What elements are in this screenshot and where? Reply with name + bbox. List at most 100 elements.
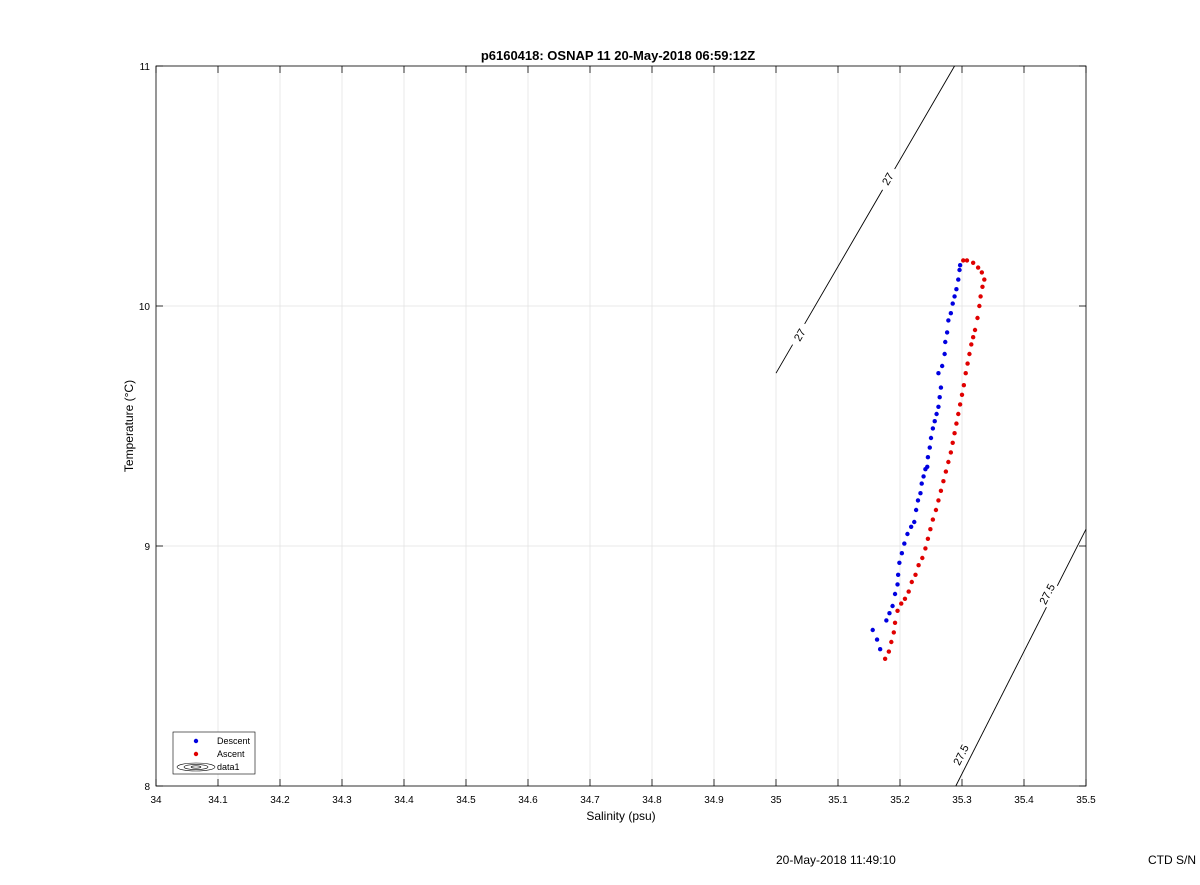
legend-label-data1: data1 (217, 762, 240, 772)
descent-point (930, 426, 936, 431)
x-tick-label: 35.5 (1076, 795, 1096, 806)
ascent-point (950, 440, 955, 445)
descent-point (902, 541, 907, 546)
descent-point (927, 445, 932, 450)
descent-point (877, 647, 883, 652)
legend-marker-descent (193, 738, 199, 744)
ascent-point (975, 315, 980, 321)
ascent-point (936, 498, 941, 503)
ascent-point (886, 649, 892, 654)
contour-label-bg (787, 320, 812, 349)
ascent-point (965, 361, 970, 366)
descent-point (932, 419, 937, 424)
descent-point (892, 591, 898, 597)
descent-point (936, 371, 941, 376)
ascent-point (923, 546, 928, 551)
ascent-point (925, 536, 931, 541)
descent-point (913, 507, 919, 513)
ctd-serial-label: CTD S/N (1148, 853, 1196, 867)
ascent-point (964, 258, 970, 263)
x-tick-label: 35 (770, 795, 782, 806)
contour-label-bg (1035, 580, 1059, 608)
x-axis-label: Salinity (psu) (586, 809, 655, 823)
descent-point (956, 277, 961, 282)
descent-point (954, 287, 959, 292)
density-contour-line (955, 528, 1087, 787)
ascent-point (909, 579, 914, 585)
x-tick-label: 34.6 (518, 795, 538, 806)
descent-point (890, 603, 895, 609)
descent-point (897, 560, 902, 565)
descent-point (938, 385, 944, 390)
descent-point (937, 395, 942, 400)
x-tick-label: 35.3 (952, 795, 972, 806)
ascent-point (975, 265, 981, 270)
ascent-point (913, 572, 918, 577)
ascent-point (979, 270, 985, 275)
y-tick-label: 9 (144, 542, 150, 553)
legend-box (172, 731, 256, 775)
contour-label: 27 (792, 327, 809, 344)
descent-point (915, 498, 921, 503)
descent-point (936, 404, 941, 409)
legend: Descent Ascent data1 (172, 731, 256, 775)
ascent-point (930, 517, 936, 522)
ascent-point (948, 450, 954, 455)
y-tick-label: 8 (144, 782, 150, 793)
descent-point (899, 551, 905, 556)
descent-point (925, 455, 931, 460)
ascent-point (957, 402, 963, 407)
contour-label: 27 (880, 171, 897, 188)
ascent-point (902, 596, 908, 601)
descent-point (919, 481, 924, 486)
x-tick-label: 35.2 (890, 795, 910, 806)
ascent-point (970, 335, 976, 340)
descent-point (870, 627, 875, 633)
ascent-point (982, 277, 987, 282)
x-tick-label: 34.9 (704, 795, 724, 806)
descent-point (957, 267, 962, 273)
ascent-point (920, 555, 925, 561)
ascent-point (961, 383, 967, 388)
x-tick-label: 34.1 (208, 795, 228, 806)
x-tick-label: 34.4 (394, 795, 414, 806)
density-contour-line (775, 65, 955, 374)
descent-point (939, 363, 945, 369)
print-timestamp: 20-May-2018 11:49:10 (776, 853, 896, 867)
descent-point (934, 411, 939, 417)
descent-point (957, 263, 963, 268)
contour-label-bg (875, 164, 900, 193)
descent-point (944, 330, 950, 335)
descent-point (950, 301, 955, 306)
descent-point (918, 491, 923, 496)
ascent-point (899, 601, 904, 606)
y-tick-label: 10 (139, 302, 151, 313)
descent-point (908, 524, 914, 529)
x-tick-label: 34 (150, 795, 162, 806)
descent-point (946, 318, 951, 323)
descent-point (912, 519, 917, 525)
x-tick-label: 34.2 (270, 795, 290, 806)
plot-frame (155, 65, 1087, 787)
descent-point (887, 611, 892, 616)
ascent-point (954, 421, 959, 426)
x-tick-label: 34.8 (642, 795, 662, 806)
ascent-point (941, 479, 946, 484)
x-tick-label: 34.7 (580, 795, 600, 806)
descent-point (921, 474, 926, 479)
ascent-point (892, 620, 898, 625)
descent-point (943, 339, 948, 345)
ascent-point (970, 260, 976, 265)
descent-point (948, 311, 954, 316)
x-tick-label: 35.4 (1014, 795, 1034, 806)
descent-point (895, 572, 901, 577)
x-tick-label: 34.5 (456, 795, 476, 806)
ascent-point (967, 351, 972, 357)
descent-point (884, 618, 889, 623)
data-points (870, 258, 987, 661)
y-tick-label: 11 (140, 62, 151, 73)
ascent-point (956, 411, 961, 417)
descent-point (874, 637, 880, 642)
